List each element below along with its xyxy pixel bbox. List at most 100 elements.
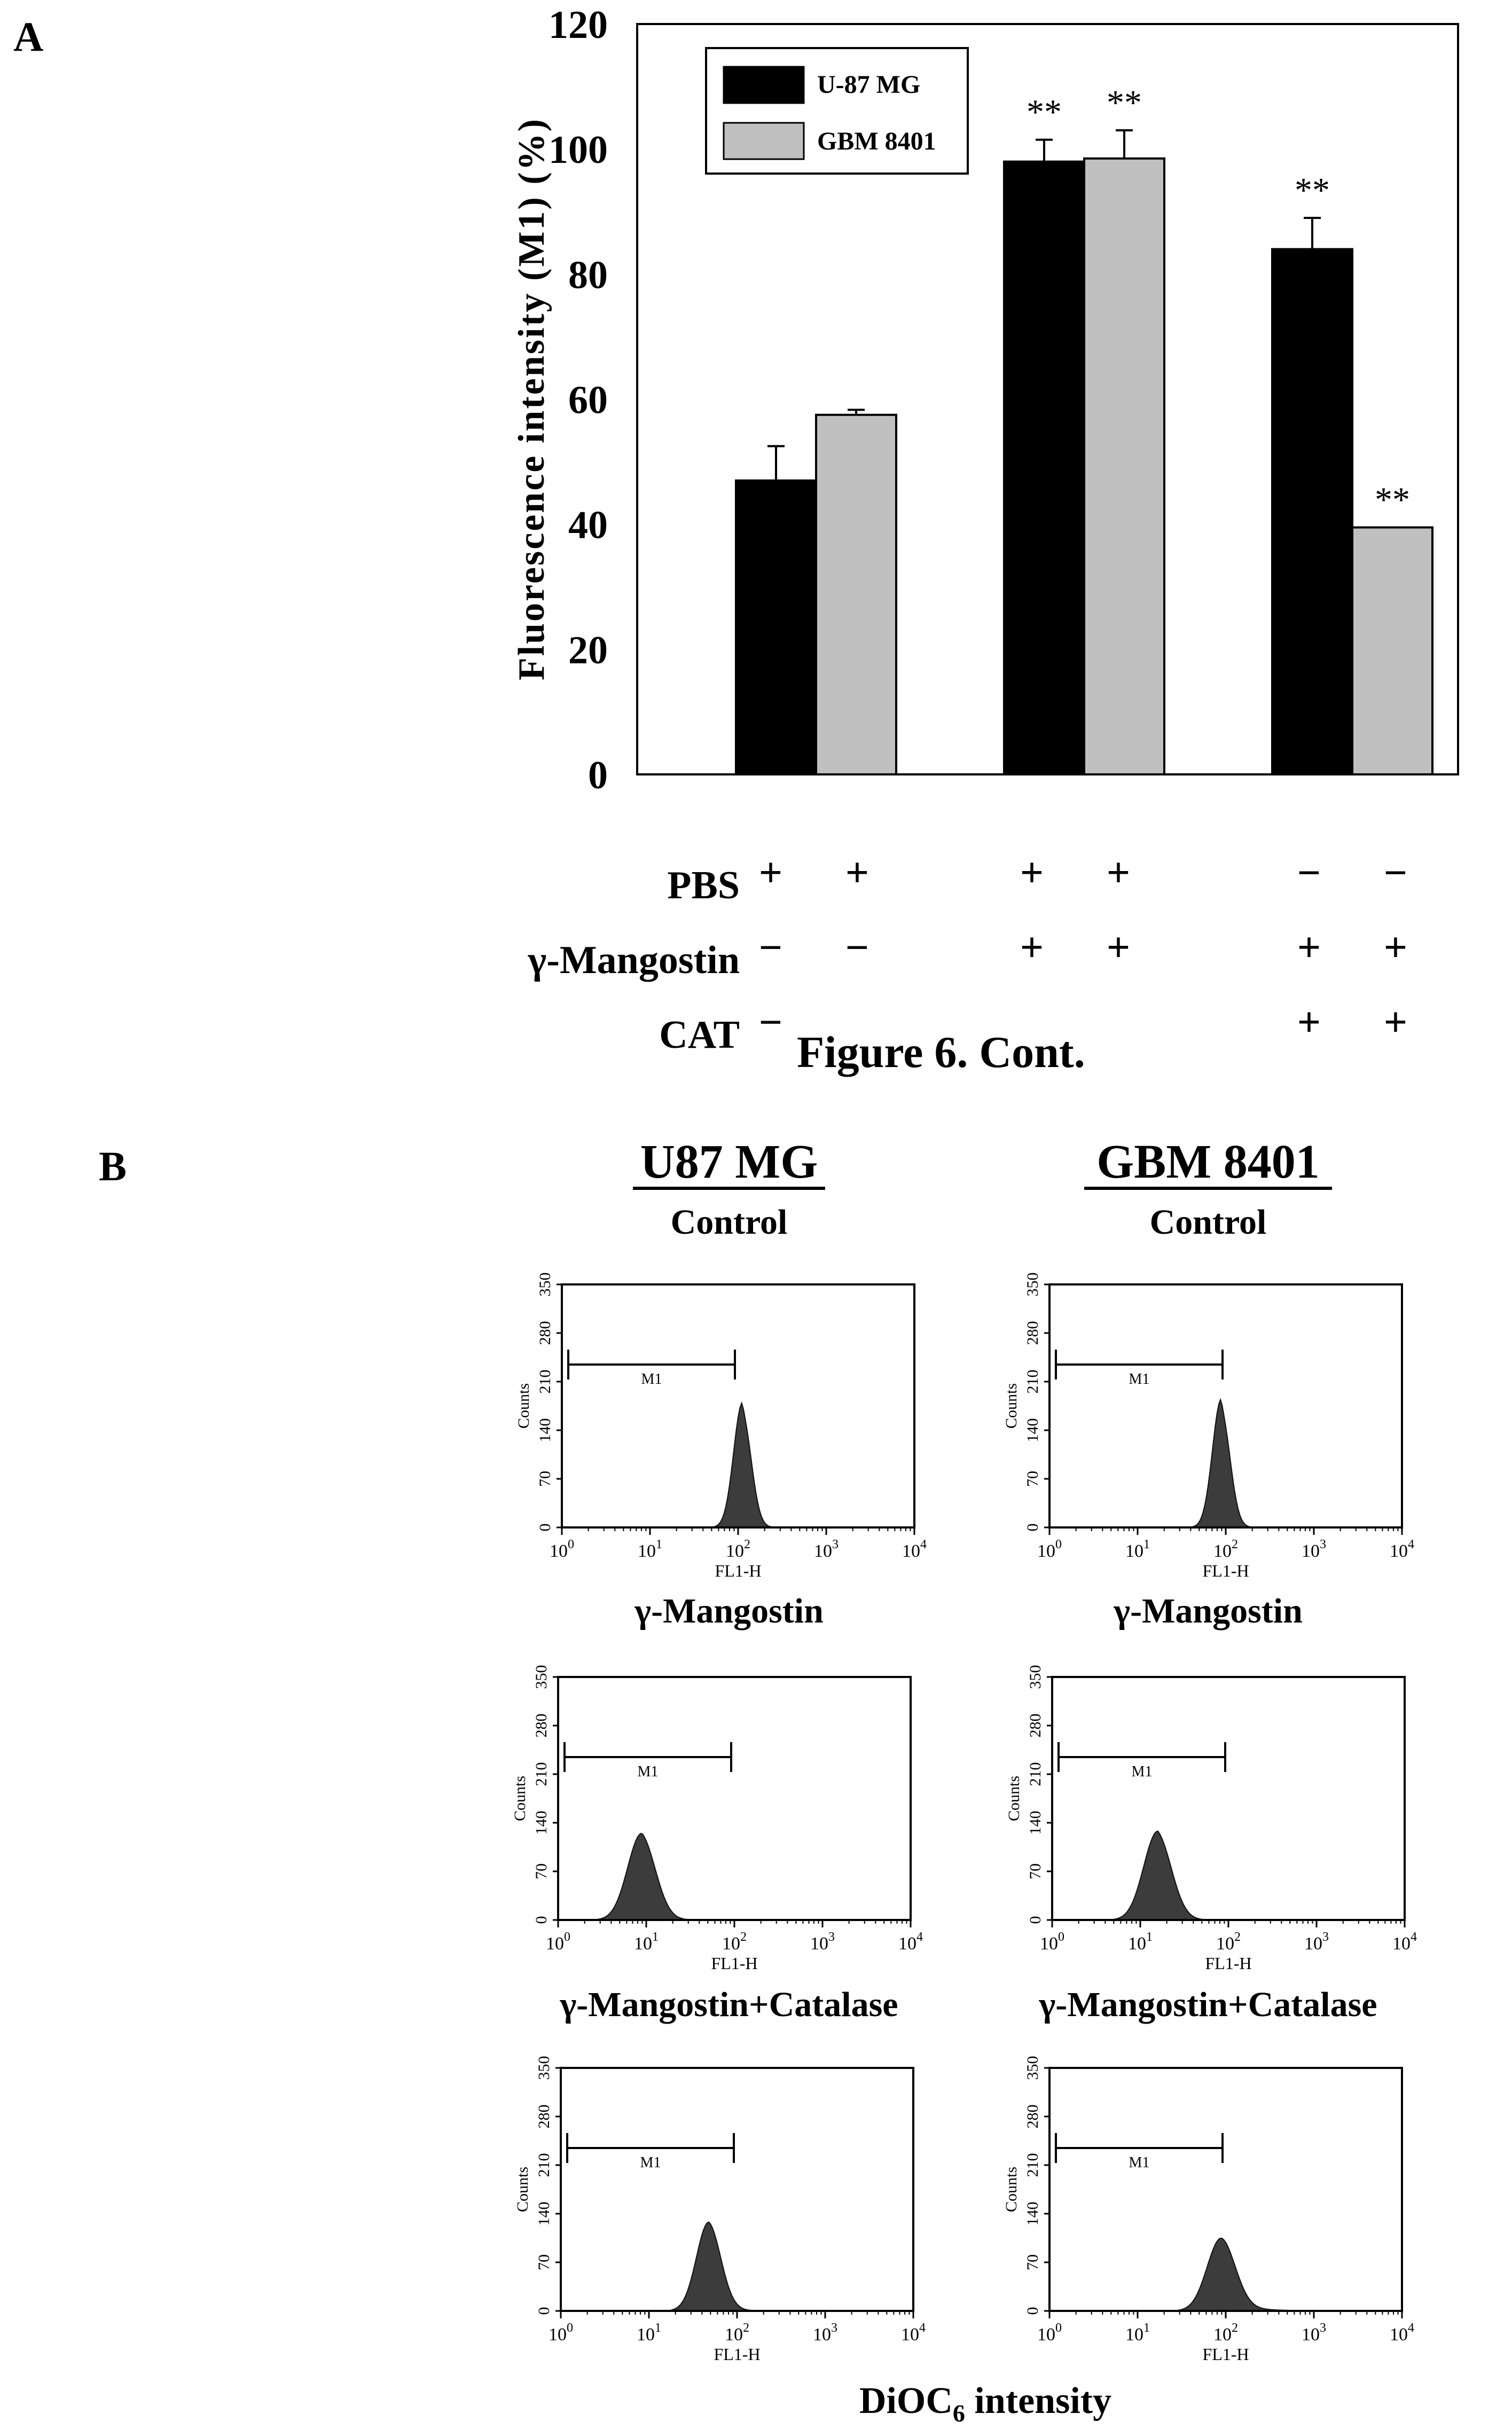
y-tick-label: 280: [1024, 2105, 1041, 2129]
legend: U-87 MG GBM 8401: [705, 47, 969, 175]
treatment-sign: −: [759, 999, 782, 1045]
y-tick-label: 140: [535, 2202, 553, 2226]
column-title-u87: U87 MG: [640, 1135, 818, 1188]
y-tick-label: 210: [1024, 2153, 1041, 2177]
histogram-title: γ-Mangostin+Catalase: [1038, 1985, 1377, 2024]
bar-u87-2: [1271, 248, 1353, 775]
y-axis-ticks: 0 20 40 60 80 100 120: [549, 3, 608, 797]
bar-gbm-2: [1351, 526, 1433, 775]
treatment-sign: +: [1020, 924, 1044, 970]
y-axis-label: Counts: [1002, 1383, 1020, 1429]
x-axis-label: FL1-H: [1202, 2345, 1249, 2364]
y-tick-label: 210: [1027, 1762, 1044, 1786]
x-axis-label: FL1-H: [1205, 1954, 1251, 1973]
treatment-sign: −: [759, 924, 782, 970]
y-tick-label: 0: [536, 1524, 554, 1532]
significance-label: **: [1295, 171, 1330, 210]
y-tick-label: 210: [532, 1762, 550, 1786]
x-axis-label: FL1-H: [714, 2345, 760, 2364]
x-tick-label: 101: [637, 2321, 661, 2345]
shared-x-label-subscript: 6: [953, 2400, 965, 2427]
legend-label-u87: U-87 MG: [817, 70, 920, 99]
significance-label: **: [1027, 93, 1062, 132]
y-axis-label: Counts: [1005, 1776, 1023, 1821]
treatment-sign: −: [1297, 849, 1321, 896]
y-tick-label: 100: [549, 128, 608, 172]
legend-swatch-gbm: [723, 122, 805, 160]
x-axis-label: FL1-H: [1202, 1561, 1249, 1580]
y-axis-label: Counts: [515, 1383, 532, 1429]
y-tick-label: 70: [536, 1471, 554, 1487]
y-tick-label: 20: [568, 629, 608, 672]
treatment-row-label: γ-Mangostin: [528, 938, 740, 982]
treatment-table: PBS + + + + − −γ-Mangostin − − + + + +CAT − + +: [528, 849, 1408, 1057]
y-tick-label: 140: [536, 1418, 554, 1443]
gate-label: M1: [1129, 1371, 1150, 1388]
y-tick-label: 70: [1027, 1863, 1044, 1879]
treatment-sign: +: [759, 849, 782, 896]
gate-label: M1: [641, 1371, 662, 1388]
treatment-sign: +: [1384, 924, 1407, 970]
y-tick-label: 210: [536, 1370, 554, 1394]
y-tick-label: 0: [535, 2307, 553, 2315]
treatment-row-label: PBS: [667, 864, 740, 907]
y-tick-label: 280: [1024, 1321, 1041, 1345]
y-tick-label: 40: [568, 504, 608, 547]
y-tick-label: 0: [1027, 1916, 1044, 1924]
histogram-title: Control: [1150, 1203, 1267, 1242]
y-tick-label: 280: [536, 1321, 554, 1345]
bar-gbm-0: [815, 413, 897, 775]
y-tick-label: 210: [1024, 1370, 1041, 1394]
bar-u87-0: [735, 479, 817, 775]
y-tick-label: 210: [535, 2153, 553, 2177]
y-tick-label: 140: [1027, 1811, 1044, 1835]
gate-label: M1: [1129, 2154, 1150, 2171]
x-axis-label: FL1-H: [711, 1954, 757, 1973]
y-tick-label: 350: [532, 1665, 550, 1689]
y-axis-label: Counts: [1002, 2167, 1020, 2212]
shared-x-label-suffix: intensity: [965, 2380, 1111, 2421]
shared-x-label-main: DiOC: [859, 2380, 953, 2421]
y-tick-label: 60: [568, 379, 608, 422]
treatment-sign: +: [1020, 849, 1044, 896]
y-tick-label: 70: [1024, 2254, 1041, 2270]
y-tick-label: 70: [535, 2254, 553, 2270]
column-title-gbm: GBM 8401: [1096, 1135, 1319, 1188]
treatment-sign: +: [1384, 999, 1407, 1045]
treatment-sign: −: [845, 924, 869, 970]
y-tick-label: 280: [1027, 1714, 1044, 1738]
panel-label-a: A: [13, 13, 43, 60]
treatment-sign: +: [1107, 924, 1130, 970]
histogram-title: γ-Mangostin: [634, 1592, 824, 1631]
panel-b-flow-cytometry: B U87 MG GBM 8401 Control Control γ-Mangos…: [99, 1135, 1417, 2427]
histogram-title: Control: [671, 1203, 788, 1242]
histogram-title: γ-Mangostin+Catalase: [559, 1985, 898, 2024]
x-tick-label: 102: [1213, 1538, 1238, 1561]
y-tick-label: 70: [1024, 1471, 1041, 1487]
y-tick-label: 120: [549, 3, 608, 47]
y-tick-label: 350: [1024, 1273, 1041, 1297]
figure-caption: Figure 6. Cont.: [797, 1028, 1085, 1077]
y-axis-label: Counts: [511, 1776, 529, 1821]
treatment-row-label: CAT: [659, 1013, 740, 1057]
y-tick-label: 140: [1024, 1418, 1041, 1443]
gate-label: M1: [640, 2154, 661, 2171]
bar-series: ** ** ** **: [735, 83, 1433, 776]
y-tick-label: 0: [1024, 1524, 1041, 1532]
y-tick-label: 140: [1024, 2202, 1041, 2226]
y-tick-label: 0: [1024, 2307, 1041, 2315]
histogram-row-titles: Control Control γ-Mangostin γ-Mangostin γ-Ma…: [559, 1203, 1377, 2024]
x-tick-label: 102: [722, 1930, 747, 1954]
y-tick-label: 350: [535, 2056, 553, 2080]
panel-label-b: B: [99, 1143, 127, 1189]
treatment-sign: +: [1297, 999, 1321, 1045]
legend-swatch-u87: [723, 66, 805, 104]
histogram-title: γ-Mangostin: [1113, 1592, 1303, 1631]
y-tick-label: 0: [588, 754, 608, 797]
y-tick-label: 0: [532, 1916, 550, 1924]
gate-label: M1: [638, 1763, 659, 1780]
